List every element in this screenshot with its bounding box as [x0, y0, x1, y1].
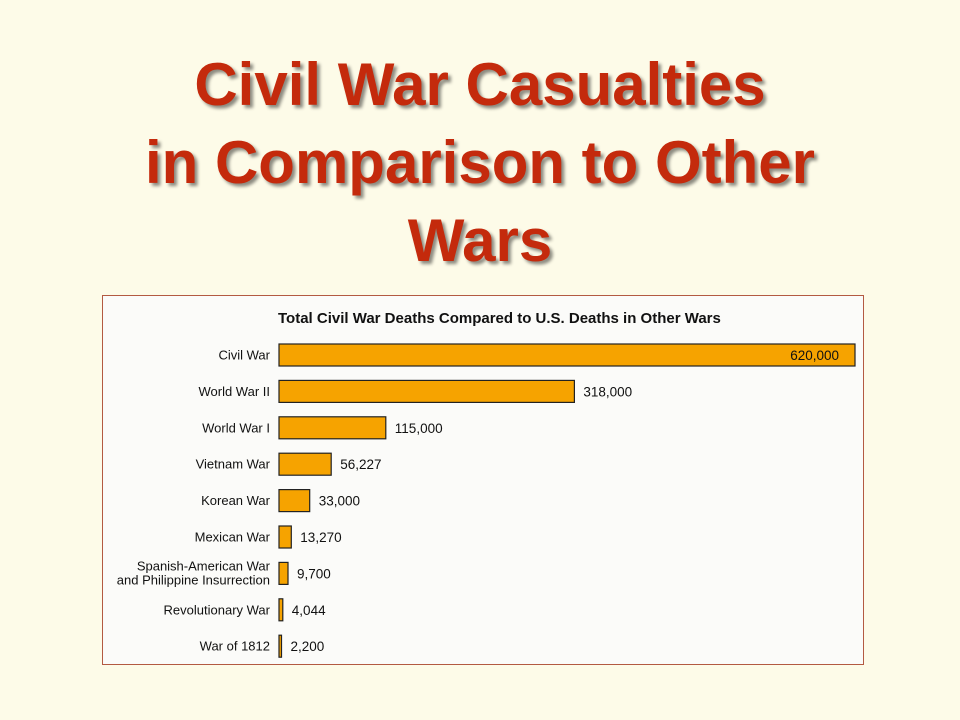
category-label-line: World War I — [202, 420, 270, 435]
category-label-line: Vietnam War — [196, 457, 271, 472]
category-label-line: and Philippine Insurrection — [117, 572, 270, 587]
category-label-line: World War II — [198, 384, 270, 399]
bar — [278, 525, 292, 549]
bar — [278, 634, 283, 658]
value-label: 318,000 — [583, 384, 632, 399]
category-label-line: Korean War — [201, 493, 271, 508]
category-label: World War I — [202, 420, 270, 435]
category-label-line: Revolutionary War — [164, 602, 271, 617]
chart-title: Total Civil War Deaths Compared to U.S. … — [278, 310, 721, 327]
bar — [278, 489, 311, 513]
slide-title-line-3: Wars — [407, 207, 553, 274]
category-label: Civil War — [218, 348, 270, 363]
category-label: Vietnam War — [196, 457, 271, 472]
slide-title-line-2: in Comparison to Other — [144, 129, 816, 196]
value-label: 2,200 — [291, 639, 325, 654]
category-label: World War II — [198, 384, 270, 399]
bar — [278, 561, 289, 585]
category-label: Spanish-American War and Philippine Insur… — [117, 558, 271, 587]
category-label-line: Spanish-American War — [137, 558, 271, 573]
value-label: 13,270 — [300, 530, 341, 545]
bars-group: Civil War 620,000 World War II 318,000 World… — [117, 343, 856, 658]
bar — [278, 379, 575, 404]
value-label: 4,044 — [292, 603, 326, 618]
value-label: 115,000 — [395, 421, 443, 436]
bar-chart: Total Civil War Deaths Compared to U.S. … — [117, 310, 856, 658]
category-label: War of 1812 — [200, 639, 270, 654]
bar — [278, 343, 856, 367]
slide-title-line-1: Civil War Casualties — [194, 51, 766, 118]
value-label: 33,000 — [319, 494, 360, 509]
bar — [278, 416, 387, 440]
category-label-line: Mexican War — [195, 530, 271, 545]
category-label: Revolutionary War — [164, 602, 271, 617]
value-label: 56,227 — [340, 457, 381, 472]
category-label: Korean War — [201, 493, 271, 508]
bar — [278, 452, 332, 476]
category-label-line: War of 1812 — [200, 639, 270, 654]
value-label: 9,700 — [297, 566, 331, 581]
value-label: 620,000 — [790, 348, 839, 363]
chart-panel: Total Civil War Deaths Compared to U.S. … — [102, 295, 864, 665]
slide-title: Civil War Casualties in Comparison to Ot… — [0, 46, 960, 280]
category-label-line: Civil War — [218, 348, 270, 363]
category-label: Mexican War — [195, 530, 271, 545]
bar — [278, 598, 284, 622]
